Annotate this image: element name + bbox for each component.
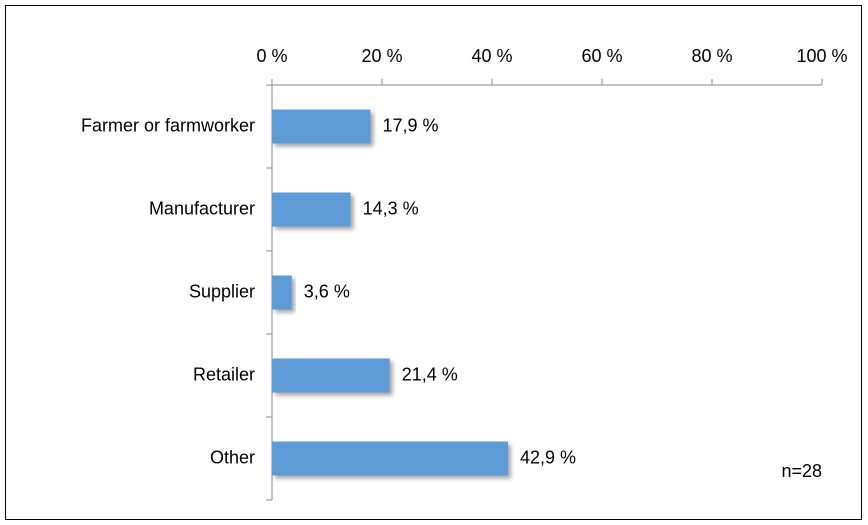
value-label: 17,9 % <box>382 115 438 135</box>
bar <box>272 109 371 144</box>
x-tick-label: 40 % <box>471 46 512 66</box>
y-tick-label: Manufacturer <box>149 198 255 218</box>
x-tick-label: 20 % <box>361 46 402 66</box>
value-label: 21,4 % <box>402 364 458 384</box>
x-tick-label: 100 % <box>796 46 847 66</box>
bar <box>272 275 292 310</box>
x-tick-label: 0 % <box>256 46 287 66</box>
y-tick-label: Farmer or farmworker <box>81 115 255 135</box>
value-label: 14,3 % <box>363 198 419 218</box>
x-tick-label: 60 % <box>581 46 622 66</box>
y-tick-label: Retailer <box>193 364 255 384</box>
y-tick-label: Supplier <box>189 281 255 301</box>
y-tick-label: Other <box>210 447 255 467</box>
annotation: n=28 <box>781 461 822 481</box>
value-label: 42,9 % <box>520 447 576 467</box>
bar <box>272 441 508 476</box>
x-tick-label: 80 % <box>691 46 732 66</box>
chart-border <box>5 5 862 520</box>
value-label: 3,6 % <box>304 281 350 301</box>
bar <box>272 192 351 227</box>
bar <box>272 358 390 393</box>
